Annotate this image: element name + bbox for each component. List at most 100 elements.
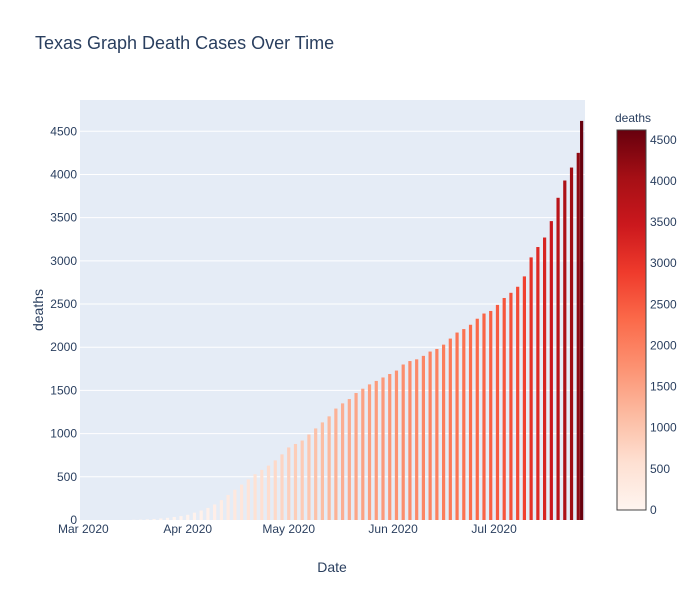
colorbar	[616, 129, 647, 511]
bars	[132, 120, 584, 521]
bar	[260, 469, 264, 520]
bar	[475, 318, 479, 520]
bar	[381, 377, 385, 520]
bar	[556, 197, 560, 521]
bar	[580, 120, 584, 521]
bar	[415, 359, 419, 520]
bar	[145, 519, 149, 520]
x-tick-label: Mar 2020	[58, 522, 109, 536]
bar	[361, 388, 365, 520]
x-tick-labels: Mar 2020 Apr 2020 May 2020 Jun 2020 Jul 2020	[58, 522, 517, 536]
bar	[334, 408, 338, 520]
bar	[408, 361, 412, 520]
bar	[522, 276, 526, 520]
y-tick-label: 2500	[50, 297, 77, 311]
colorbar-tick-label: 4000	[650, 174, 677, 188]
bar	[435, 348, 439, 520]
bar	[186, 514, 190, 520]
bar	[529, 257, 533, 520]
colorbar-tick-label: 1500	[650, 380, 677, 394]
bar	[563, 180, 567, 520]
bar	[576, 152, 580, 520]
bar	[199, 510, 203, 520]
bar	[374, 380, 378, 520]
colorbar-tick-label: 3000	[650, 256, 677, 270]
bar	[179, 516, 183, 520]
bar	[388, 374, 392, 520]
bar	[428, 351, 432, 520]
x-tick-label: Jul 2020	[471, 522, 517, 536]
bar	[287, 447, 291, 520]
y-tick-label: 1000	[50, 427, 77, 441]
y-tick-label: 1500	[50, 383, 77, 397]
colorbar-tick-label: 1000	[650, 421, 677, 435]
bar	[226, 494, 230, 520]
bar	[159, 518, 163, 520]
bar	[192, 512, 197, 520]
bar	[421, 355, 425, 520]
bar	[495, 304, 500, 520]
colorbar-tick-label: 0	[650, 503, 657, 517]
colorbar-tick-labels: 0 500 1000 1500 2000 2500 3000 3500 4000 4500	[650, 133, 677, 517]
chart-title: Texas Graph Death Cases Over Time	[35, 33, 335, 53]
bar	[320, 422, 324, 520]
bar	[502, 297, 506, 520]
bar	[246, 479, 250, 520]
bar	[468, 324, 473, 520]
y-tick-label: 4000	[50, 167, 77, 181]
y-tick-label: 3500	[50, 211, 77, 225]
bar	[516, 286, 520, 520]
y-tick-label: 4500	[50, 124, 77, 138]
colorbar-tick-label: 3500	[650, 215, 677, 229]
bar	[307, 434, 311, 520]
bar	[455, 332, 459, 520]
plot-area	[80, 100, 585, 520]
bar	[354, 393, 358, 520]
bar	[172, 516, 176, 520]
bar	[401, 364, 405, 520]
bar	[152, 518, 156, 520]
bar	[482, 313, 486, 520]
y-tick-labels: 0 500 1000 1500 2000 2500 3000 3500 4000 4500	[50, 124, 77, 527]
colorbar-title: deaths	[615, 111, 651, 125]
y-tick-label: 3000	[50, 254, 77, 268]
x-tick-label: Jun 2020	[368, 522, 418, 536]
bar	[253, 474, 257, 520]
bar	[462, 329, 466, 520]
bar	[543, 237, 547, 520]
x-tick-label: May 2020	[262, 522, 315, 536]
bar	[569, 167, 574, 521]
y-tick-label: 0	[70, 513, 77, 527]
bar	[314, 428, 318, 520]
bar	[233, 489, 237, 520]
bar	[509, 292, 513, 520]
bar	[300, 440, 304, 520]
bar	[394, 370, 399, 520]
bar	[293, 443, 298, 520]
colorbar-tick-label: 2500	[650, 297, 677, 311]
colorbar-tick-label: 4500	[650, 133, 677, 147]
bar	[206, 507, 210, 520]
bar	[442, 344, 446, 520]
y-tick-label: 500	[57, 470, 77, 484]
bar	[219, 500, 223, 520]
x-axis-title: Date	[317, 559, 347, 575]
bar	[549, 221, 553, 521]
bar	[448, 338, 452, 520]
bar	[213, 504, 217, 520]
x-tick-label: Apr 2020	[163, 522, 212, 536]
bar	[266, 465, 271, 520]
bar	[489, 310, 493, 520]
bar	[240, 484, 244, 520]
bar	[165, 517, 170, 520]
bar	[536, 247, 540, 520]
colorbar-tick-label: 2000	[650, 338, 677, 352]
y-axis-title: deaths	[30, 289, 46, 331]
bar	[341, 403, 345, 520]
bar	[367, 384, 372, 520]
colorbar-tick-label: 500	[650, 462, 670, 476]
bar	[327, 416, 331, 520]
bar	[280, 454, 284, 520]
bar	[273, 460, 277, 520]
